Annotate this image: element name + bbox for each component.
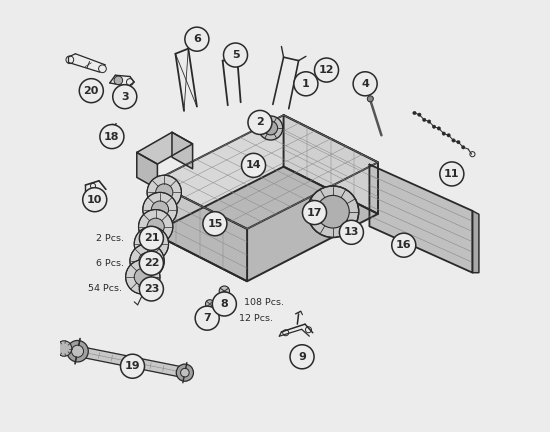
Circle shape	[422, 118, 426, 121]
Polygon shape	[370, 165, 472, 273]
Circle shape	[82, 187, 107, 212]
Circle shape	[241, 153, 266, 178]
Circle shape	[114, 76, 123, 85]
Text: 15: 15	[207, 219, 223, 229]
Circle shape	[203, 212, 227, 236]
Circle shape	[72, 345, 84, 357]
Circle shape	[180, 368, 189, 377]
Circle shape	[437, 127, 441, 130]
Text: 23: 23	[144, 284, 159, 294]
Circle shape	[219, 286, 229, 296]
Circle shape	[248, 111, 272, 134]
Circle shape	[156, 184, 173, 201]
Circle shape	[100, 124, 124, 149]
Circle shape	[195, 306, 219, 330]
Circle shape	[353, 72, 377, 96]
Circle shape	[413, 111, 416, 115]
Circle shape	[294, 72, 318, 96]
Text: 14: 14	[246, 160, 261, 170]
Circle shape	[139, 226, 163, 250]
Text: 21: 21	[144, 233, 159, 243]
Text: 3: 3	[121, 92, 129, 102]
Circle shape	[185, 27, 209, 51]
Circle shape	[302, 200, 327, 225]
Circle shape	[223, 43, 248, 67]
Text: 12: 12	[319, 65, 334, 75]
Text: 17: 17	[307, 207, 322, 218]
Text: 5: 5	[232, 50, 239, 60]
Circle shape	[151, 201, 168, 218]
Circle shape	[143, 192, 177, 227]
Circle shape	[315, 58, 338, 82]
Text: 16: 16	[396, 240, 411, 250]
Circle shape	[177, 364, 194, 381]
Text: 1: 1	[302, 79, 310, 89]
Circle shape	[258, 116, 283, 140]
Circle shape	[367, 96, 373, 102]
Circle shape	[264, 121, 278, 135]
Circle shape	[461, 146, 465, 149]
Circle shape	[392, 233, 416, 257]
Circle shape	[317, 195, 349, 228]
Text: 22: 22	[144, 258, 159, 268]
Circle shape	[134, 268, 151, 286]
Circle shape	[447, 133, 450, 137]
Circle shape	[84, 84, 99, 99]
Text: 18: 18	[104, 132, 120, 142]
Circle shape	[56, 341, 72, 356]
Circle shape	[456, 140, 460, 144]
Text: 6: 6	[193, 34, 201, 44]
Polygon shape	[153, 115, 378, 229]
Circle shape	[143, 235, 160, 252]
Circle shape	[212, 292, 236, 316]
Text: 19: 19	[125, 361, 140, 371]
Polygon shape	[172, 132, 192, 169]
Text: 4: 4	[361, 79, 369, 89]
Text: 20: 20	[84, 86, 99, 95]
Circle shape	[139, 251, 163, 275]
Circle shape	[339, 220, 364, 245]
Polygon shape	[153, 167, 378, 281]
Circle shape	[427, 120, 431, 123]
Circle shape	[432, 125, 436, 128]
Text: 13: 13	[344, 227, 359, 237]
Circle shape	[307, 186, 359, 238]
Circle shape	[206, 300, 214, 308]
Text: 6 Pcs.: 6 Pcs.	[96, 259, 124, 268]
Circle shape	[113, 85, 137, 109]
Circle shape	[125, 260, 160, 294]
Polygon shape	[137, 132, 192, 164]
Circle shape	[147, 218, 164, 235]
Circle shape	[452, 139, 455, 142]
Circle shape	[120, 354, 145, 378]
Text: 11: 11	[444, 169, 460, 179]
Text: 108 Pcs.: 108 Pcs.	[244, 298, 284, 307]
Circle shape	[417, 113, 421, 116]
Circle shape	[440, 162, 464, 186]
Circle shape	[134, 227, 168, 261]
Text: 9: 9	[298, 352, 306, 362]
Circle shape	[139, 277, 163, 301]
Circle shape	[290, 345, 314, 369]
Text: 10: 10	[87, 195, 102, 205]
Circle shape	[130, 244, 164, 278]
Text: 2 Pcs.: 2 Pcs.	[96, 234, 124, 243]
Circle shape	[442, 132, 446, 135]
Text: 7: 7	[204, 313, 211, 323]
Polygon shape	[284, 115, 378, 214]
Circle shape	[139, 210, 173, 244]
Text: 54 Pcs.: 54 Pcs.	[88, 284, 122, 293]
Text: 2: 2	[256, 118, 264, 127]
Polygon shape	[153, 182, 247, 281]
Circle shape	[147, 175, 182, 210]
Text: 12 Pcs.: 12 Pcs.	[239, 314, 272, 323]
Polygon shape	[76, 346, 186, 378]
Text: 8: 8	[221, 299, 228, 309]
Circle shape	[139, 252, 156, 270]
Circle shape	[67, 340, 89, 362]
Polygon shape	[472, 211, 479, 273]
Polygon shape	[137, 152, 157, 189]
Circle shape	[79, 79, 103, 103]
